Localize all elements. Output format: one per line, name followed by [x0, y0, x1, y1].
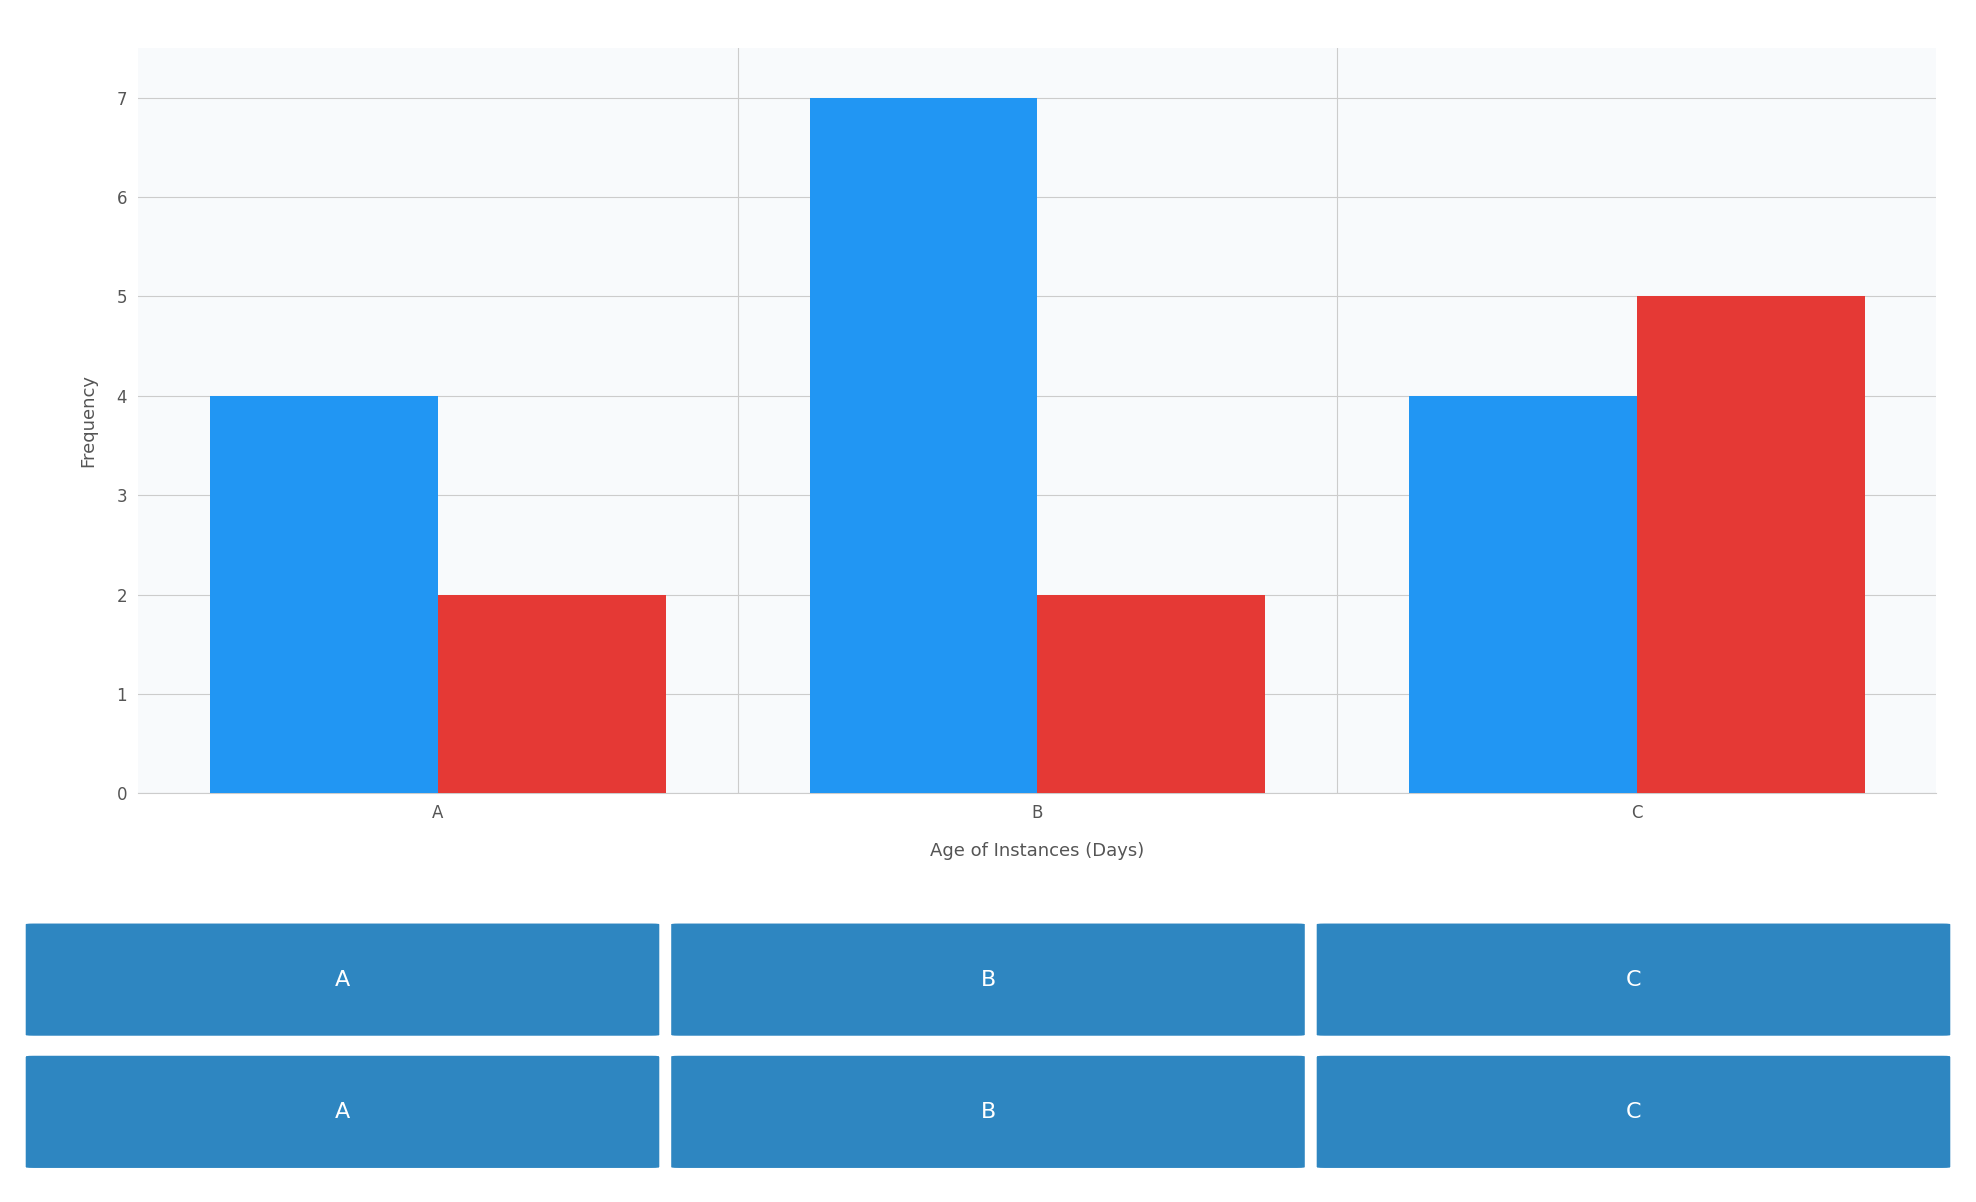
- Bar: [1409, 395, 1636, 793]
- Text: B: B: [980, 1102, 996, 1121]
- Bar: [1636, 297, 1865, 793]
- X-axis label: Age of Instances (Days): Age of Instances (Days): [931, 841, 1144, 859]
- FancyBboxPatch shape: [24, 922, 662, 1037]
- Bar: [439, 595, 666, 793]
- Y-axis label: Frequency: Frequency: [79, 374, 97, 468]
- Text: B: B: [980, 970, 996, 989]
- FancyBboxPatch shape: [1314, 1054, 1952, 1170]
- FancyBboxPatch shape: [670, 1054, 1306, 1170]
- FancyBboxPatch shape: [670, 922, 1306, 1037]
- Legend: Series 1, Series 2: Series 1, Series 2: [895, 0, 1180, 7]
- Bar: [810, 97, 1037, 793]
- Text: A: A: [334, 970, 350, 989]
- FancyBboxPatch shape: [1314, 922, 1952, 1037]
- FancyBboxPatch shape: [24, 1054, 662, 1170]
- Text: A: A: [334, 1102, 350, 1121]
- Bar: [209, 395, 439, 793]
- Bar: [1037, 595, 1265, 793]
- Text: C: C: [1626, 970, 1642, 989]
- Text: C: C: [1626, 1102, 1642, 1121]
